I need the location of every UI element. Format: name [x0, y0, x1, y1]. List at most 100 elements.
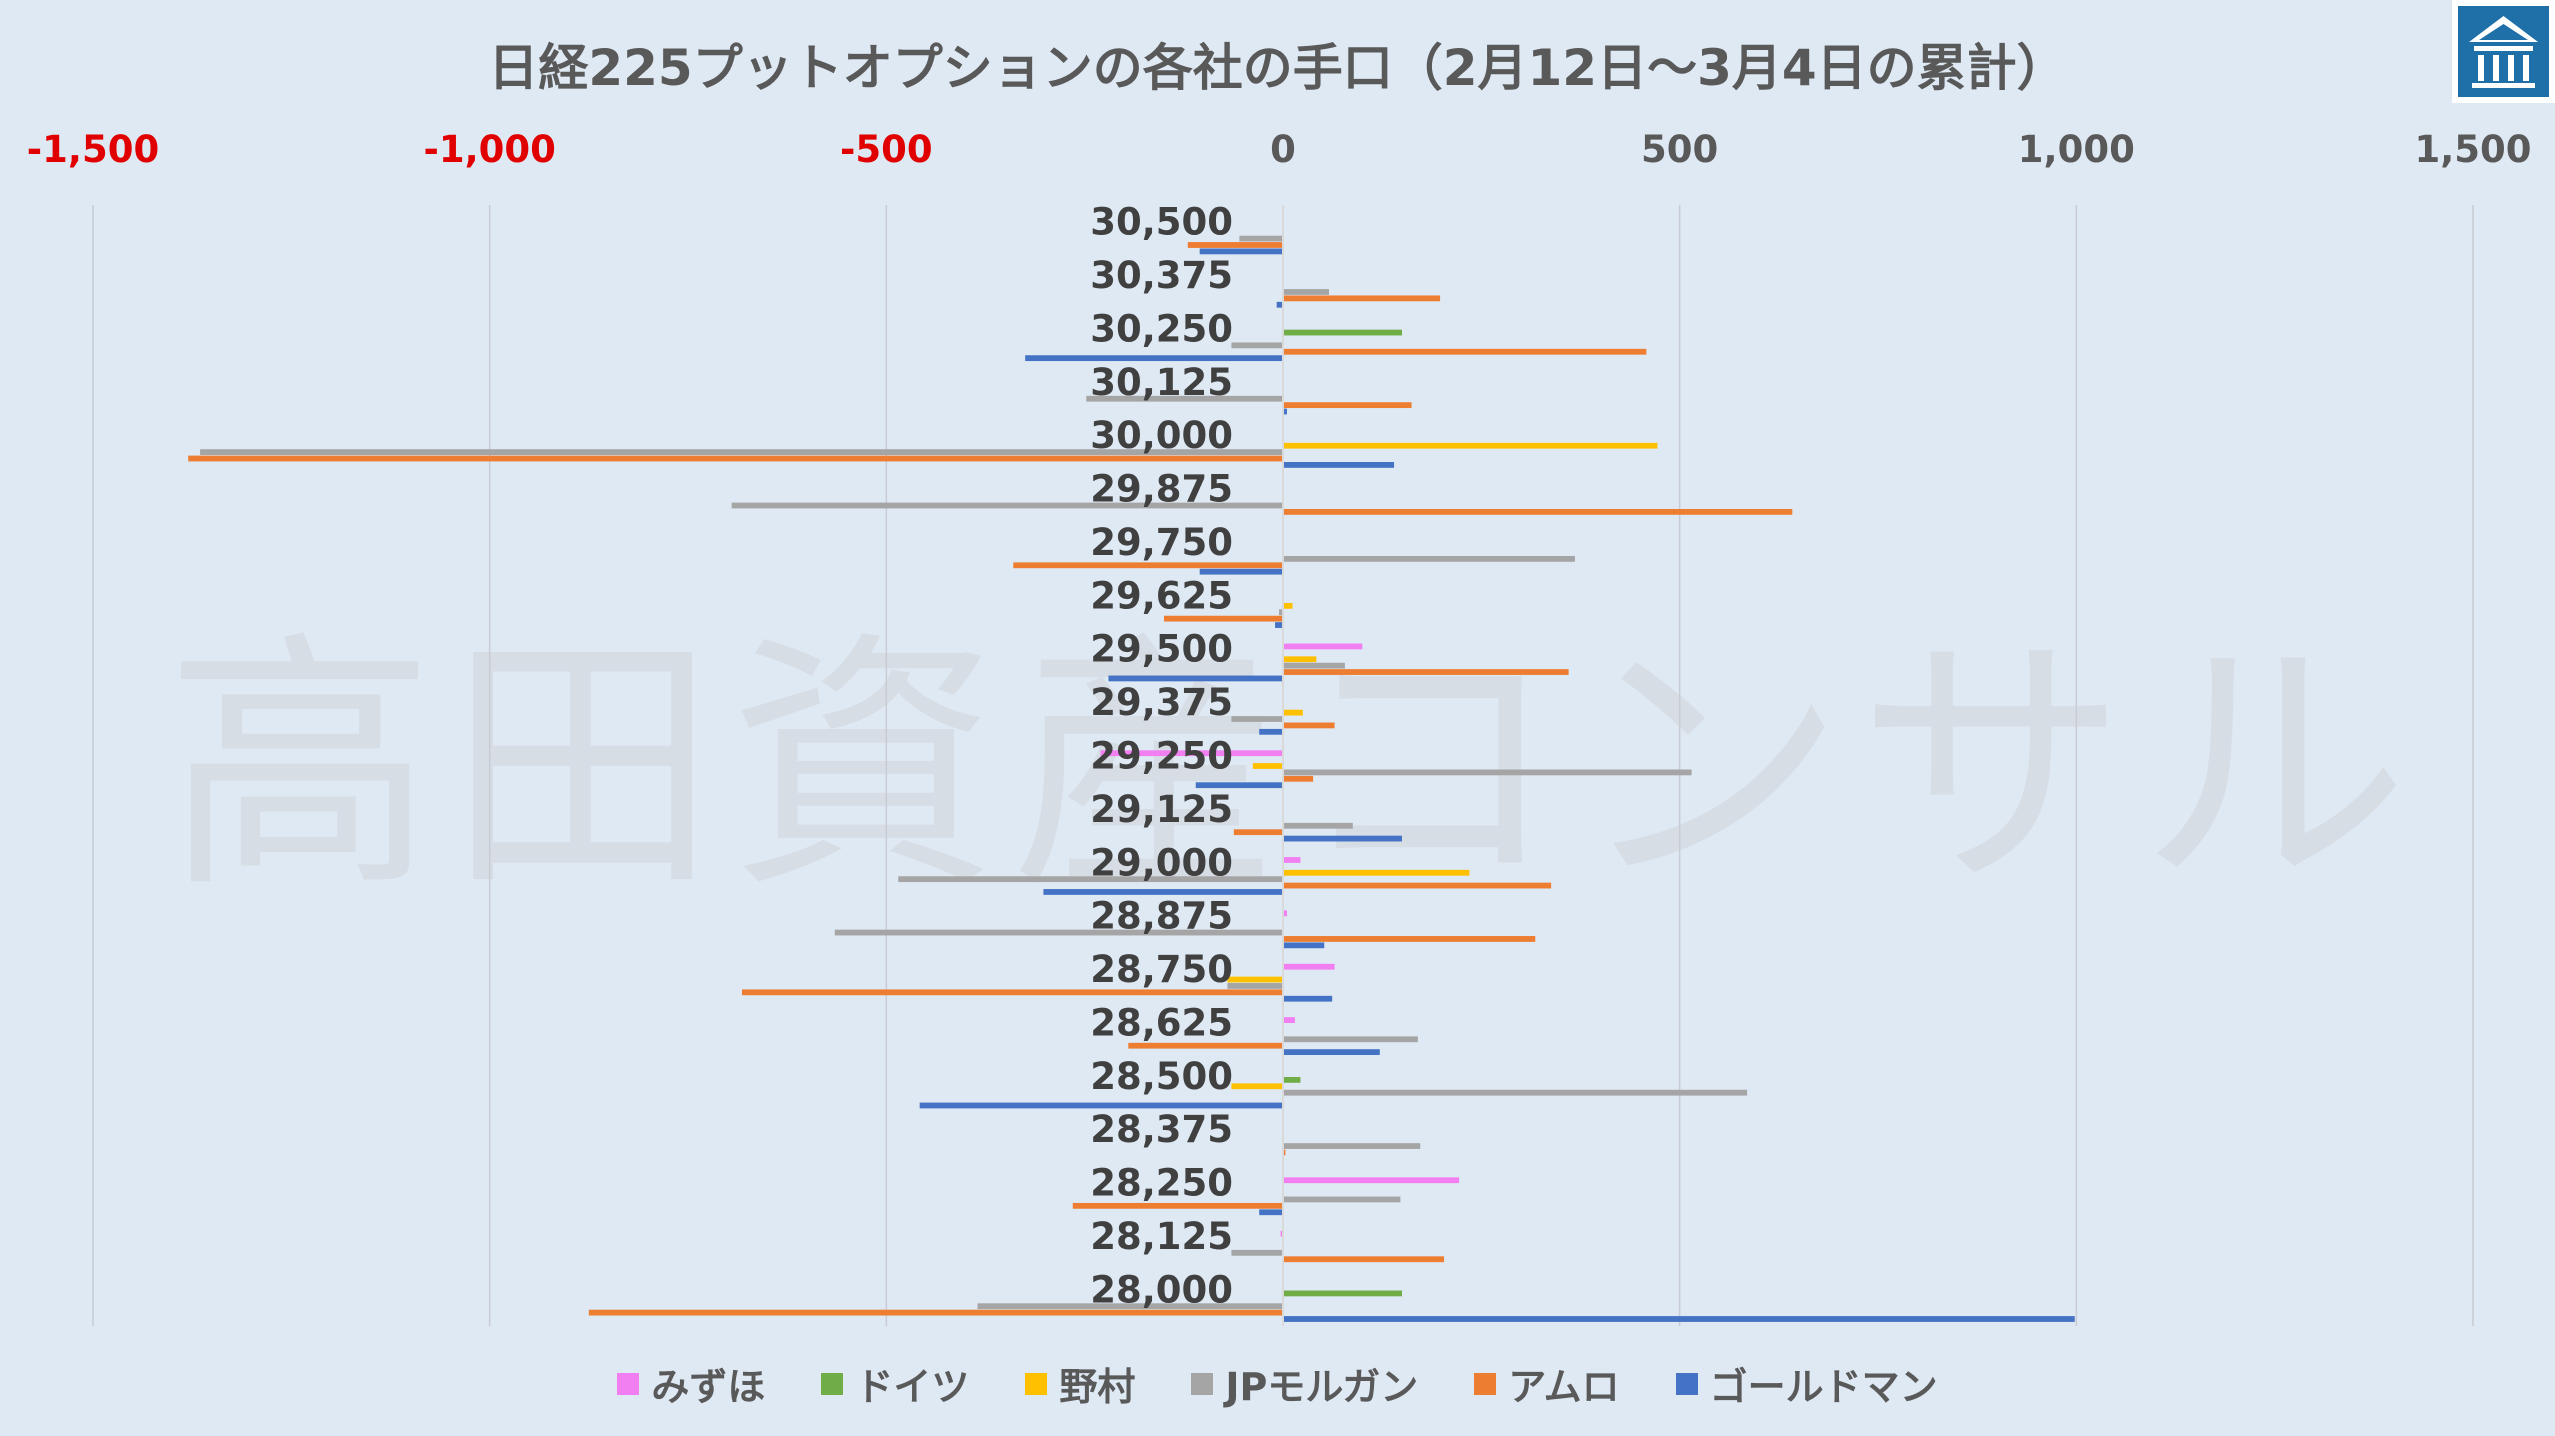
category-label: 28,500: [1090, 1055, 1233, 1098]
bar-JPモルガン: [1283, 289, 1330, 295]
bar-みずほ: [1283, 1017, 1295, 1024]
bar-野村: [1283, 709, 1303, 716]
bar-JPモルガン: [1231, 342, 1283, 349]
bar-アムロ: [1283, 295, 1441, 302]
legend-swatch: [1675, 1372, 1698, 1395]
legend-label: ドイツ: [855, 1365, 970, 1409]
legend-swatch: [1474, 1372, 1497, 1395]
bar-野村: [1231, 1083, 1283, 1090]
category-label: 29,500: [1090, 628, 1233, 671]
bar-アムロ: [1283, 936, 1536, 942]
category-label: 28,875: [1090, 895, 1233, 938]
bar-アムロ: [1164, 615, 1283, 622]
x-tick-label: 1,500: [2414, 128, 2531, 171]
bar-ゴールドマン: [1108, 675, 1283, 682]
bar-アムロ: [1283, 508, 1793, 515]
bar-ゴールドマン: [1283, 995, 1333, 1002]
bar-アムロ: [188, 455, 1284, 462]
bar-アムロ: [1187, 242, 1283, 248]
bar-アムロ: [588, 1309, 1283, 1316]
bar-アムロ: [1283, 722, 1335, 729]
legend-item: ゴールドマン: [1675, 1356, 1938, 1411]
legend-swatch: [1025, 1372, 1048, 1395]
x-tick-label: 0: [1270, 128, 1296, 171]
bar-野村: [1283, 602, 1293, 609]
category-label: 29,000: [1090, 841, 1233, 884]
legend-swatch: [617, 1372, 640, 1395]
category-label: 28,250: [1090, 1162, 1233, 1205]
category-label: 29,750: [1090, 521, 1233, 564]
bar-JPモルガン: [1239, 235, 1283, 242]
bar-ゴールドマン: [1025, 355, 1283, 362]
category-label: 30,375: [1090, 254, 1233, 297]
bar-ゴールドマン: [1199, 248, 1283, 255]
bar-野村: [1283, 442, 1658, 449]
bar-ゴールドマン: [1276, 301, 1283, 308]
bar-ゴールドマン: [1283, 1316, 2075, 1322]
bar-ゴールドマン: [1283, 408, 1287, 415]
bar-野村: [1283, 656, 1317, 663]
category-label: 28,750: [1090, 948, 1233, 991]
bar-JPモルガン: [1283, 1143, 1421, 1149]
bar-JPモルガン: [1279, 609, 1283, 616]
bar-みずほ: [1283, 857, 1301, 863]
bar-アムロ: [1233, 829, 1283, 836]
legend-swatch: [821, 1372, 844, 1395]
bar-野村: [1252, 763, 1283, 769]
bar-アムロ: [1283, 882, 1552, 889]
bar-JPモルガン: [1231, 1249, 1283, 1256]
bar-JPモルガン: [1283, 1196, 1401, 1203]
category-label: 29,125: [1090, 788, 1233, 831]
legend-item: ドイツ: [821, 1356, 969, 1411]
category-label: 30,125: [1090, 361, 1233, 404]
logo-icon: [2458, 6, 2549, 97]
category-label: 30,000: [1090, 414, 1233, 457]
bar-ゴールドマン: [1259, 728, 1283, 735]
bar-ゴールドマン: [1043, 889, 1283, 895]
category-label: 29,875: [1090, 468, 1233, 511]
bar-アムロ: [1013, 562, 1283, 569]
bar-アムロ: [1283, 669, 1569, 675]
x-tick-label: 1,000: [2018, 128, 2135, 171]
bar-JPモルガン: [1283, 1089, 1748, 1096]
category-label: 28,125: [1090, 1215, 1233, 1258]
bar-JPモルガン: [1227, 983, 1283, 989]
category-label: 28,375: [1090, 1108, 1233, 1151]
bar-アムロ: [741, 989, 1283, 996]
legend-item: みずほ: [617, 1356, 765, 1411]
legend-swatch: [1191, 1372, 1214, 1395]
legend-item: アムロ: [1474, 1356, 1620, 1411]
chart-title: 日経225プットオプションの各社の手口（2月12日〜3月4日の累計）: [488, 39, 2067, 97]
legend-label: アムロ: [1508, 1365, 1620, 1409]
legend-item: JPモルガン: [1191, 1356, 1418, 1411]
bar-ゴールドマン: [919, 1102, 1283, 1109]
legend-item: 野村: [1025, 1356, 1135, 1411]
category-label: 28,625: [1090, 1001, 1233, 1044]
bar-みずほ: [1100, 750, 1283, 757]
bar-アムロ: [1283, 775, 1314, 782]
category-label: 30,250: [1090, 307, 1233, 350]
bar-JPモルガン: [731, 502, 1283, 509]
bar-JPモルガン: [1283, 662, 1345, 669]
bar-JPモルガン: [1283, 1036, 1418, 1043]
category-label: 29,250: [1090, 735, 1233, 778]
x-tick-label: -1,000: [423, 128, 555, 171]
logo: [2452, 0, 2555, 103]
bar-ゴールドマン: [1283, 942, 1325, 949]
bar-野村: [1227, 976, 1283, 983]
bar-ゴールドマン: [1283, 835, 1402, 842]
bar-みずほ: [1280, 1230, 1283, 1237]
bar-JPモルガン: [834, 929, 1283, 936]
category-label: 29,375: [1090, 681, 1233, 724]
bar-ドイツ: [1283, 1076, 1301, 1083]
bar-ゴールドマン: [1195, 782, 1283, 789]
chart-legend: みずほ ドイツ 野村 JPモルガン アムロ ゴールドマン: [0, 1356, 2555, 1411]
bar-JPモルガン: [1283, 769, 1692, 776]
bar-JPモルガン: [1283, 555, 1575, 562]
bar-アムロ: [1283, 1256, 1445, 1263]
legend-label: みずほ: [651, 1365, 766, 1409]
bar-みずほ: [1283, 643, 1363, 650]
legend-label: JPモルガン: [1225, 1365, 1419, 1409]
bar-ドイツ: [1283, 329, 1402, 336]
